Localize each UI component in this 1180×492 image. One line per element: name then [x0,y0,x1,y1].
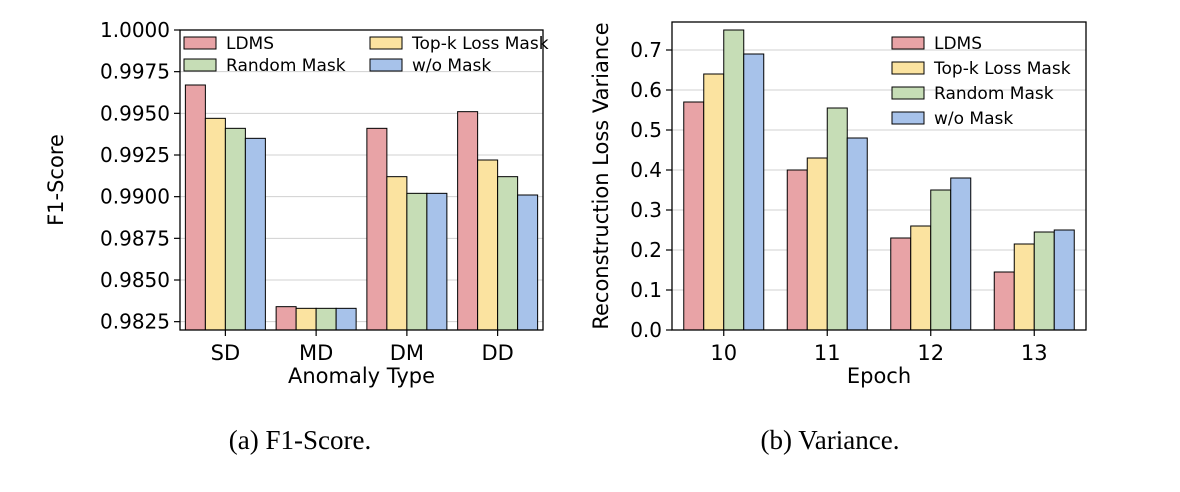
y-axis-label: F1-Score [44,134,68,226]
legend-label-w-o-mask: w/o Mask [934,109,1013,129]
bar-ldms-dm [366,127,388,331]
bar-ldms-dd [457,111,479,331]
bar-w-o-mask-dd [517,194,539,331]
y-tick-label: 0.9925 [100,143,170,167]
bar-top-k-loss-mask-dm [386,176,408,331]
legend-swatch-w-o-mask [891,111,925,125]
legend-swatch-random-mask [891,86,925,100]
y-tick-label: 0.9850 [100,268,170,292]
legend-swatch-random-mask [183,58,217,72]
bar-random-mask-10 [723,29,745,331]
y-tick-label: 0.1 [630,278,662,302]
bar-ldms-sd [184,84,206,331]
plot-area-frame [179,29,544,331]
bar-top-k-loss-mask-dd [477,159,499,331]
legend-swatch-w-o-mask [369,58,403,72]
legend-swatch-ldms [183,36,217,50]
x-tick-label: MD [299,341,333,365]
bar-w-o-mask-10 [743,53,765,331]
x-axis-label: Epoch [847,364,911,388]
bar-w-o-mask-12 [950,177,972,331]
y-tick-label: 0.0 [630,318,662,342]
y-tick-label: 0.9825 [100,310,170,334]
chart-panel-a: 0.9825 0.9850 0.9875 0.9900 0.9925 0.9950 0.99… [44,18,549,388]
y-axis-label: Reconstruction Loss Variance [589,22,613,329]
bar-random-mask-12 [930,189,952,331]
bar-w-o-mask-md [335,307,357,331]
x-tick-label: 13 [1021,341,1048,365]
bar-w-o-mask-11 [846,137,868,331]
x-tick-label: SD [211,341,241,365]
y-tick-label: 0.7 [630,38,662,62]
legend-label-w-o-mask: w/o Mask [412,56,491,76]
bar-top-k-loss-mask-10 [703,73,725,331]
legend-swatch-ldms [891,36,925,50]
bar-top-k-loss-mask-11 [806,157,828,331]
x-tick-label: 12 [917,341,944,365]
bar-w-o-mask-dm [426,192,448,331]
legend: LDMS Top-k Loss Mask Random Mask w/o Mask [183,34,549,76]
x-tick-label: 10 [710,341,737,365]
legend-swatch-top-k-loss-mask [369,36,403,50]
bar-random-mask-md [315,307,337,331]
bar-top-k-loss-mask-12 [910,225,932,331]
bar-w-o-mask-13 [1053,229,1075,331]
legend-label-top-k-loss-mask: Top-k Loss Mask [411,34,549,54]
legend-label-top-k-loss-mask: Top-k Loss Mask [933,59,1071,79]
bar-ldms-13 [993,271,1015,331]
legend-label-random-mask: Random Mask [934,84,1054,104]
chart-panel-b: 0.0 0.1 0.2 0.3 0.4 0.5 0.6 0.7 10 11 12 13 Epoch Rec… [589,21,1087,388]
bar-random-mask-sd [224,127,246,331]
plot-area-frame [671,21,1087,331]
bar-ldms-12 [890,237,912,331]
y-tick-label: 0.9975 [100,60,170,84]
y-tick-label: 0.5 [630,118,662,142]
caption-a: (a) F1-Score. [228,425,372,455]
y-tick-label: 0.3 [630,198,662,222]
x-axis-label: Anomaly Type [288,364,435,388]
legend-label-ldms: LDMS [934,34,982,54]
bar-ldms-md [275,306,297,331]
bar-random-mask-13 [1033,231,1055,331]
y-tick-label: 0.9900 [100,185,170,209]
x-tick-label: DM [390,341,424,365]
legend: LDMS Top-k Loss Mask Random Mask w/o Mask [891,34,1071,129]
bar-random-mask-11 [826,107,848,331]
legend-label-ldms: LDMS [226,34,274,54]
bar-ldms-10 [683,101,705,331]
bar-top-k-loss-mask-13 [1013,243,1035,331]
y-tick-label: 0.4 [630,158,662,182]
legend-label-random-mask: Random Mask [226,56,346,76]
bar-top-k-loss-mask-sd [204,117,226,331]
legend-swatch-top-k-loss-mask [891,61,925,75]
y-tick-label: 0.2 [630,238,662,262]
y-tick-label: 1.0000 [100,18,170,42]
y-tick-label: 0.9875 [100,226,170,250]
bar-ldms-11 [786,169,808,331]
caption-b: (b) Variance. [760,425,900,455]
bar-w-o-mask-sd [244,137,266,331]
y-tick-label: 0.9950 [100,101,170,125]
x-tick-label: 11 [814,341,841,365]
bar-random-mask-dm [406,192,428,331]
x-tick-label: DD [481,341,513,365]
bar-random-mask-dd [497,176,519,331]
bar-top-k-loss-mask-md [295,307,317,331]
y-tick-label: 0.6 [630,78,662,102]
